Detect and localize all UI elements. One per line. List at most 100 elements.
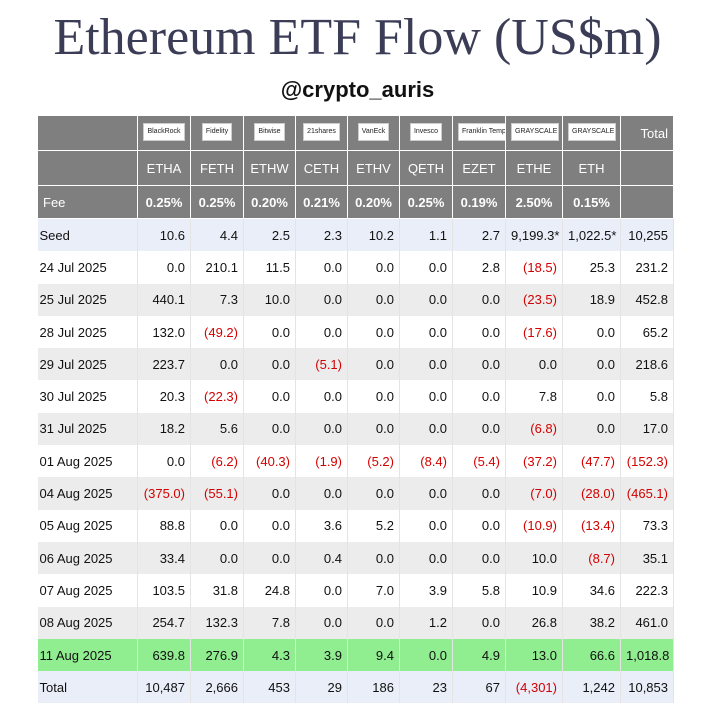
- data-row: 06 Aug 2025 33.4 0.0 0.0 0.4 0.0 0.0 0.0 10.0 (8.…: [37, 541, 674, 575]
- flow-cell: 31.8: [190, 574, 244, 607]
- flow-cell: 0.0: [295, 606, 348, 639]
- flow-cell: 10.0: [243, 283, 296, 316]
- ticker: EZET: [452, 150, 506, 186]
- etf-flow-table: BlackRock Fidelity Bitwise 21shares VanEck In…: [37, 115, 674, 704]
- flow-cell: 65.2: [620, 315, 674, 349]
- flow-cell: (37.2): [505, 445, 563, 478]
- flow-cell: 26.8: [505, 606, 563, 639]
- flow-cell: 0.0: [243, 541, 296, 575]
- brand-cell: 21shares: [295, 115, 348, 151]
- flow-cell: 10.9: [505, 574, 563, 607]
- flow-cell: 0.0: [295, 477, 348, 510]
- row-label: 11 Aug 2025: [37, 638, 138, 672]
- flow-cell: 35.1: [620, 541, 674, 575]
- row-label: 30 Jul 2025: [37, 380, 138, 413]
- brand-logo: Invesco: [409, 122, 443, 141]
- flow-cell: 0.0: [452, 412, 506, 446]
- flow-cell: 0.0: [452, 509, 506, 542]
- flow-cell: 25.3: [562, 251, 621, 284]
- data-row: 25 Jul 2025 440.1 7.3 10.0 0.0 0.0 0.0 0.0 (23.5…: [37, 283, 674, 316]
- flow-cell: 24.8: [243, 574, 296, 607]
- data-row: 08 Aug 2025 254.7 132.3 7.8 0.0 0.0 1.2 0.0 26.8…: [37, 606, 674, 639]
- flow-cell: 0.0: [243, 315, 296, 349]
- corner-cell: [37, 115, 138, 151]
- data-row: Total 10,487 2,666 453 29 186 23 67 (4,301) 1,242…: [37, 671, 674, 704]
- flow-cell: 5.8: [620, 380, 674, 413]
- row-label: 28 Jul 2025: [37, 315, 138, 349]
- flow-cell: (8.4): [399, 445, 453, 478]
- fee: 0.25%: [137, 185, 191, 219]
- flow-cell: 0.0: [190, 348, 244, 381]
- data-row: 24 Jul 2025 0.0 210.1 11.5 0.0 0.0 0.0 2.8 (18.5…: [37, 251, 674, 284]
- flow-cell: 88.8: [137, 509, 191, 542]
- flow-cell: (7.0): [505, 477, 563, 510]
- flow-cell: 33.4: [137, 541, 191, 575]
- data-row: 31 Jul 2025 18.2 5.6 0.0 0.0 0.0 0.0 0.0 (6.8) 0.…: [37, 412, 674, 446]
- flow-cell: 103.5: [137, 574, 191, 607]
- flow-cell: 218.6: [620, 348, 674, 381]
- flow-cell: 0.0: [347, 541, 400, 575]
- flow-cell: 0.0: [399, 315, 453, 349]
- ticker: ETHV: [347, 150, 400, 186]
- flow-cell: 1,018.8: [620, 638, 674, 672]
- flow-cell: 18.9: [562, 283, 621, 316]
- flow-cell: (6.2): [190, 445, 244, 478]
- flow-cell: 20.3: [137, 380, 191, 413]
- flow-cell: 2.3: [295, 218, 348, 252]
- fee-row: Fee 0.25% 0.25% 0.20% 0.21% 0.20% 0.25% 0.19% 2.…: [37, 185, 674, 219]
- flow-cell: 3.9: [399, 574, 453, 607]
- flow-cell: (6.8): [505, 412, 563, 446]
- flow-cell: 186: [347, 671, 400, 704]
- flow-cell: 10.2: [347, 218, 400, 252]
- ticker: ETHE: [505, 150, 563, 186]
- flow-cell: 3.9: [295, 638, 348, 672]
- flow-cell: (23.5): [505, 283, 563, 316]
- flow-cell: 0.0: [347, 283, 400, 316]
- data-row: 29 Jul 2025 223.7 0.0 0.0 (5.1) 0.0 0.0 0.0 0.0 0…: [37, 348, 674, 381]
- flow-cell: (18.5): [505, 251, 563, 284]
- brand-logo: GRAYSCALE: [511, 122, 559, 141]
- flow-cell: 13.0: [505, 638, 563, 672]
- flow-cell: 0.0: [399, 283, 453, 316]
- brand-cell: Franklin Templeton: [452, 115, 506, 151]
- flow-cell: 0.0: [562, 315, 621, 349]
- flow-cell: 0.0: [399, 412, 453, 446]
- flow-cell: (8.7): [562, 541, 621, 575]
- flow-cell: 7.3: [190, 283, 244, 316]
- fee: 0.25%: [190, 185, 244, 219]
- flow-cell: 0.0: [399, 380, 453, 413]
- flow-cell: 0.0: [562, 348, 621, 381]
- flow-cell: 34.6: [562, 574, 621, 607]
- flow-cell: (5.2): [347, 445, 400, 478]
- flow-cell: 2.5: [243, 218, 296, 252]
- data-row: 11 Aug 2025 639.8 276.9 4.3 3.9 9.4 0.0 4.9 13.0…: [37, 638, 674, 672]
- total-header: Total: [620, 115, 674, 151]
- flow-cell: 0.0: [562, 380, 621, 413]
- blank-cell: [620, 185, 674, 219]
- flow-cell: 0.0: [399, 477, 453, 510]
- flow-cell: (10.9): [505, 509, 563, 542]
- flow-cell: 0.0: [295, 251, 348, 284]
- brand-cell: Bitwise: [243, 115, 296, 151]
- flow-cell: 0.0: [347, 251, 400, 284]
- flow-cell: 18.2: [137, 412, 191, 446]
- flow-cell: 453: [243, 671, 296, 704]
- flow-cell: 0.0: [347, 606, 400, 639]
- blank-cell: [620, 150, 674, 186]
- flow-cell: 29: [295, 671, 348, 704]
- flow-cell: 0.0: [399, 638, 453, 672]
- row-label: 08 Aug 2025: [37, 606, 138, 639]
- flow-cell: (4,301): [505, 671, 563, 704]
- ticker: QETH: [399, 150, 453, 186]
- flow-cell: 7.0: [347, 574, 400, 607]
- title: Ethereum ETF Flow (US$m): [53, 9, 662, 66]
- flow-cell: (28.0): [562, 477, 621, 510]
- flow-cell: 132.3: [190, 606, 244, 639]
- data-row: 30 Jul 2025 20.3 (22.3) 0.0 0.0 0.0 0.0 0.0 7.8 0…: [37, 380, 674, 413]
- data-row: 05 Aug 2025 88.8 0.0 0.0 3.6 5.2 0.0 0.0 (10.9)(…: [37, 509, 674, 542]
- flow-cell: 10,487: [137, 671, 191, 704]
- flow-cell: 10,853: [620, 671, 674, 704]
- flow-cell: 132.0: [137, 315, 191, 349]
